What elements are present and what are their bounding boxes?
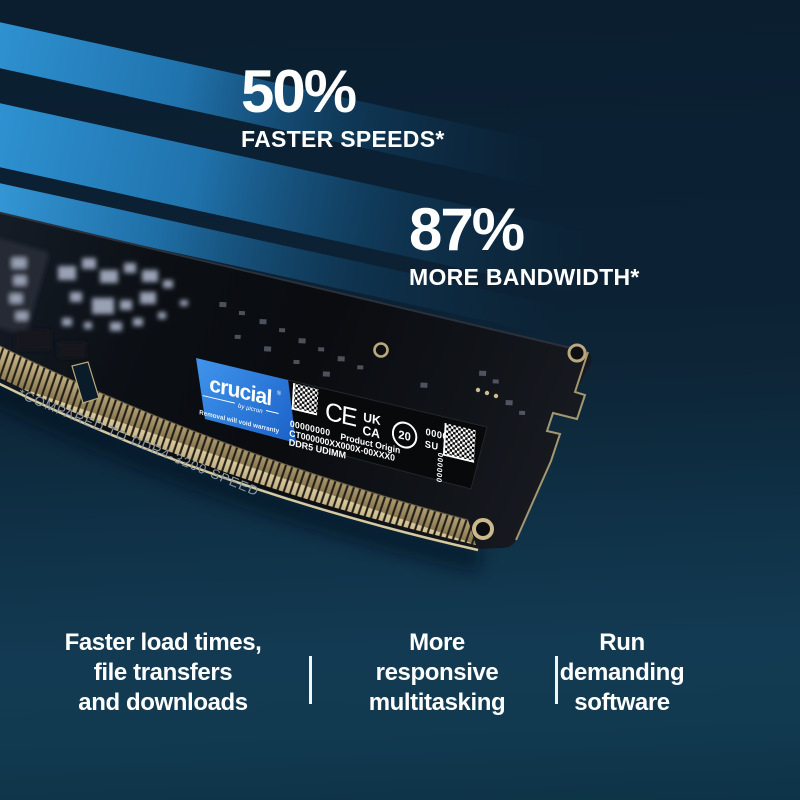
ukca-ca: CA [362, 423, 380, 441]
benefit-line: responsive [375, 659, 499, 686]
recycle-mark: 20 [391, 421, 418, 449]
brand-registered-mark: ® [277, 390, 282, 398]
code-top: 0000 [425, 427, 448, 443]
sticker-black-area [287, 379, 488, 490]
pcb-top-edge [0, 211, 589, 353]
benefit-divider-2 [555, 656, 558, 704]
ukca-uk: UK [363, 410, 381, 428]
benefit-multitasking: More responsive multitasking [337, 628, 537, 718]
sticker-blue-label [196, 358, 296, 443]
stat-value: 50% [241, 58, 357, 125]
stat-label: FASTER SPEEDS* [241, 126, 445, 152]
module-shadow [0, 379, 483, 573]
benefit-line: Run [599, 629, 645, 656]
screw-hole-middle [373, 342, 389, 358]
logo-rule-right [265, 410, 279, 414]
benefit-line: More [409, 629, 465, 656]
code-mid: SU [424, 439, 438, 453]
screw-hole-top-right [567, 343, 587, 363]
stripe-bottom [0, 183, 800, 390]
key-notch [71, 361, 100, 404]
diagonal-stripes [0, 22, 800, 390]
ukca-mark: UK CA [362, 410, 381, 441]
pcb-end-gold-edge [515, 351, 589, 541]
smd-pads [219, 301, 526, 416]
pcb-bottom-plated-edge [0, 382, 479, 552]
datamatrix-code-2 [442, 422, 476, 463]
stripe-top [0, 22, 800, 244]
memory-chips [0, 234, 188, 358]
benefit-line: demanding [559, 659, 685, 686]
edge-connector [0, 345, 479, 552]
screw-hole-bottom-right [472, 518, 494, 540]
stat-faster-speeds: 50% FASTER SPEEDS* [241, 62, 445, 153]
test-pads [475, 387, 499, 399]
logo-rule-left [202, 395, 235, 404]
datamatrix-code-1 [291, 383, 319, 416]
stat-more-bandwidth: 87% MORE BANDWIDTH* [409, 200, 640, 291]
benefit-line: file transfers [93, 659, 233, 686]
benefit-line: multitasking [368, 689, 506, 716]
benefit-line: Faster load times, [64, 629, 262, 656]
benefit-line: software [574, 689, 670, 716]
code-side: 000000 [434, 452, 444, 484]
stat-value: 87% [409, 196, 525, 263]
benefit-divider-1 [309, 656, 312, 704]
pin-band-top-line [0, 345, 469, 521]
pin-band-pins [0, 346, 476, 545]
stripe-middle [0, 103, 800, 343]
ram-module: crucial ® by µicron Removal will void wa… [0, 211, 592, 573]
recycle-years: 20 [398, 429, 411, 444]
benefit-load-times: Faster load times, file transfers and do… [43, 628, 283, 718]
benefit-software: Run demanding software [522, 628, 722, 718]
benefit-line: and downloads [78, 689, 248, 716]
stat-label: MORE BANDWIDTH* [409, 264, 640, 290]
